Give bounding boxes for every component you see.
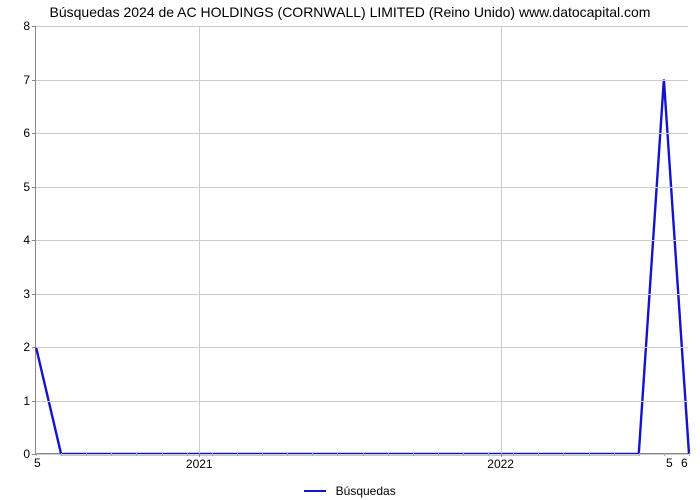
series-path (36, 80, 689, 455)
xtick-minor-mark (287, 453, 288, 456)
gridline-vertical (199, 26, 200, 453)
xtick-minor-mark (413, 453, 414, 456)
xtick-minor-mark (212, 453, 213, 456)
gridline-horizontal (36, 133, 688, 134)
xtick-minor-mark (136, 453, 137, 456)
xtick-minor-mark (312, 453, 313, 456)
xtick-label: 2021 (186, 457, 213, 471)
ytick-label: 7 (23, 73, 30, 87)
ytick-mark (32, 401, 36, 402)
legend: Búsquedas (0, 483, 700, 498)
corner-label: 5 (666, 456, 673, 470)
ytick-label: 3 (23, 287, 30, 301)
xtick-minor-mark (538, 453, 539, 456)
ytick-mark (32, 294, 36, 295)
xtick-minor-mark (614, 453, 615, 456)
xtick-minor-mark (111, 453, 112, 456)
xtick-minor-mark (237, 453, 238, 456)
legend-swatch (304, 490, 326, 492)
xtick-minor-mark (689, 453, 690, 456)
xtick-minor-mark (463, 453, 464, 456)
xtick-minor-mark (187, 453, 188, 456)
xtick-minor-mark (388, 453, 389, 456)
gridline-horizontal (36, 401, 688, 402)
plot-area: 01234567820212022 (35, 26, 688, 454)
chart-title: Búsquedas 2024 de AC HOLDINGS (CORNWALL)… (0, 4, 700, 20)
xtick-minor-mark (262, 453, 263, 456)
ytick-label: 5 (23, 180, 30, 194)
ytick-mark (32, 133, 36, 134)
legend-label: Búsquedas (336, 484, 396, 498)
ytick-mark (32, 26, 36, 27)
xtick-label: 2022 (487, 457, 514, 471)
xtick-minor-mark (589, 453, 590, 456)
xtick-minor-mark (438, 453, 439, 456)
ytick-mark (32, 80, 36, 81)
xtick-minor-mark (488, 453, 489, 456)
corner-label: 6 (681, 456, 688, 470)
xtick-minor-mark (563, 453, 564, 456)
ytick-label: 1 (23, 394, 30, 408)
line-chart: Búsquedas 2024 de AC HOLDINGS (CORNWALL)… (0, 0, 700, 500)
xtick-minor-mark (61, 453, 62, 456)
ytick-label: 8 (23, 19, 30, 33)
ytick-label: 0 (23, 447, 30, 461)
gridline-horizontal (36, 187, 688, 188)
gridline-vertical (501, 26, 502, 453)
xtick-minor-mark (162, 453, 163, 456)
ytick-mark (32, 347, 36, 348)
gridline-horizontal (36, 80, 688, 81)
ytick-mark (32, 187, 36, 188)
xtick-minor-mark (639, 453, 640, 456)
ytick-label: 4 (23, 233, 30, 247)
xtick-minor-mark (363, 453, 364, 456)
ytick-label: 6 (23, 126, 30, 140)
xtick-minor-mark (86, 453, 87, 456)
gridline-horizontal (36, 26, 688, 27)
xtick-minor-mark (337, 453, 338, 456)
ytick-label: 2 (23, 340, 30, 354)
gridline-horizontal (36, 347, 688, 348)
ytick-mark (32, 240, 36, 241)
xtick-minor-mark (664, 453, 665, 456)
corner-label: 5 (34, 456, 41, 470)
xtick-minor-mark (513, 453, 514, 456)
gridline-horizontal (36, 240, 688, 241)
gridline-horizontal (36, 294, 688, 295)
